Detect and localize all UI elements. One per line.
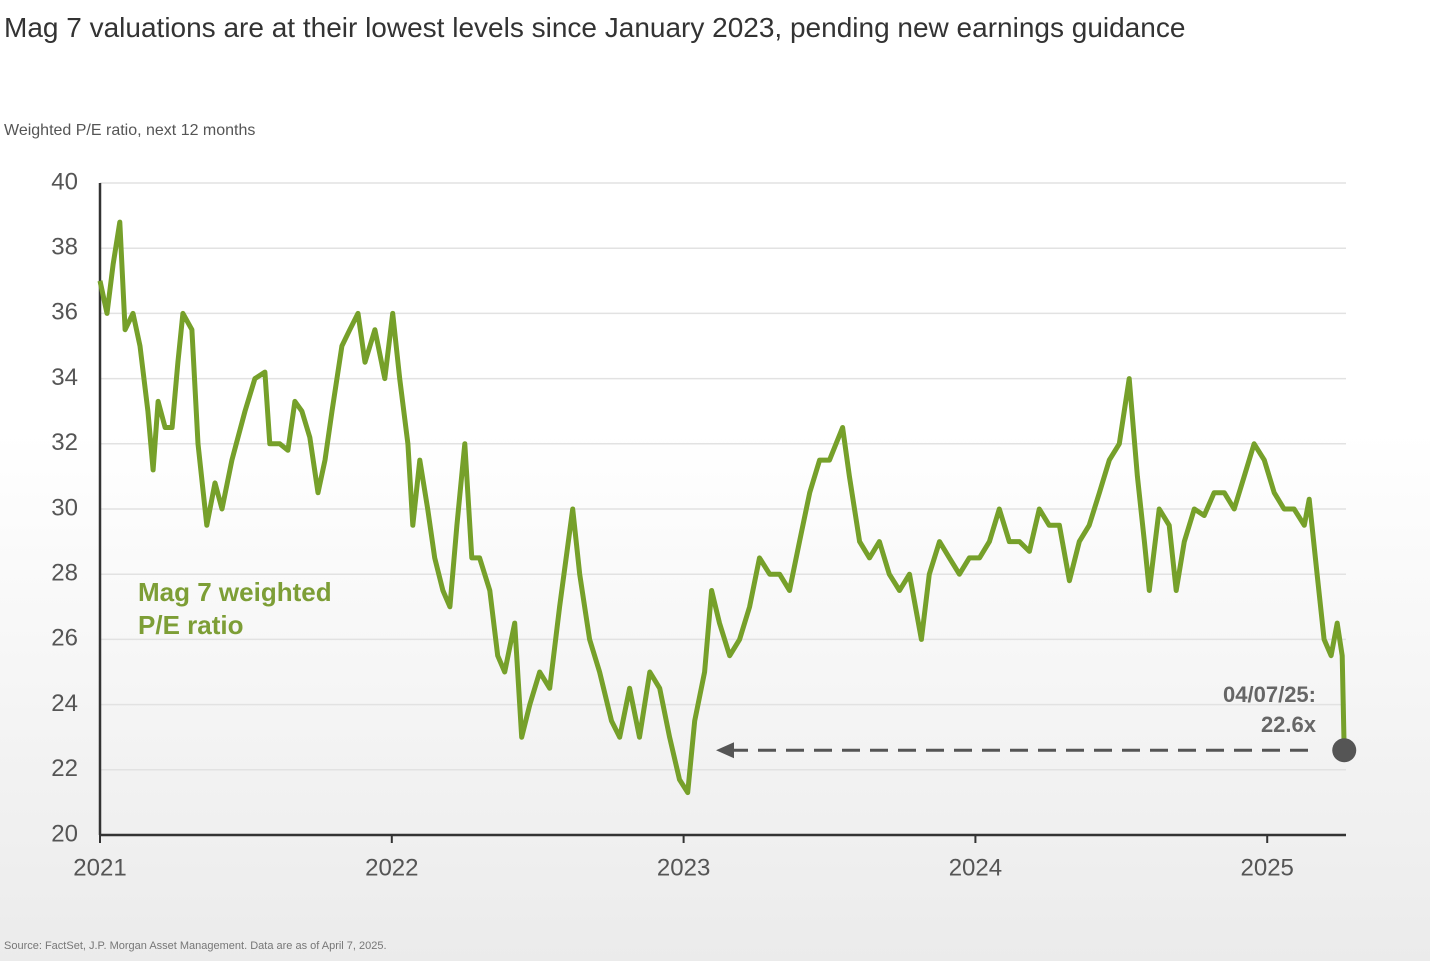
x-tick-label: 2023 xyxy=(657,854,710,881)
y-tick-label: 20 xyxy=(51,820,78,847)
end-point xyxy=(1332,738,1357,763)
y-tick-label: 40 xyxy=(51,168,78,195)
series-label: Mag 7 weighted P/E ratio xyxy=(138,577,332,640)
x-tick-label: 2025 xyxy=(1241,854,1294,881)
annotation: 04/07/25: 22.6x xyxy=(1223,680,1316,740)
annotation-date: 04/07/25: xyxy=(1223,682,1316,707)
chart-title: Mag 7 valuations are at their lowest lev… xyxy=(4,12,1186,43)
line-series xyxy=(97,219,1347,796)
y-tick-label: 24 xyxy=(51,690,78,717)
y-tick-label: 28 xyxy=(51,560,78,587)
x-tick-label: 2022 xyxy=(365,854,418,881)
y-tick-label: 38 xyxy=(51,234,78,261)
x-tick-label: 2021 xyxy=(73,854,126,881)
y-tick-label: 26 xyxy=(51,625,78,652)
y-tick-label: 32 xyxy=(51,429,78,456)
chart-subtitle: Weighted P/E ratio, next 12 months xyxy=(4,122,256,139)
y-tick-label: 34 xyxy=(51,364,78,391)
x-tick-label: 2024 xyxy=(949,854,1002,881)
y-tick-label: 36 xyxy=(51,299,78,326)
y-tick-label: 22 xyxy=(51,755,78,782)
y-tick-label: 30 xyxy=(51,494,78,521)
source-note: Source: FactSet, J.P. Morgan Asset Manag… xyxy=(4,940,387,952)
annotation-value: 22.6x xyxy=(1260,712,1316,737)
arrow-head xyxy=(716,742,734,759)
